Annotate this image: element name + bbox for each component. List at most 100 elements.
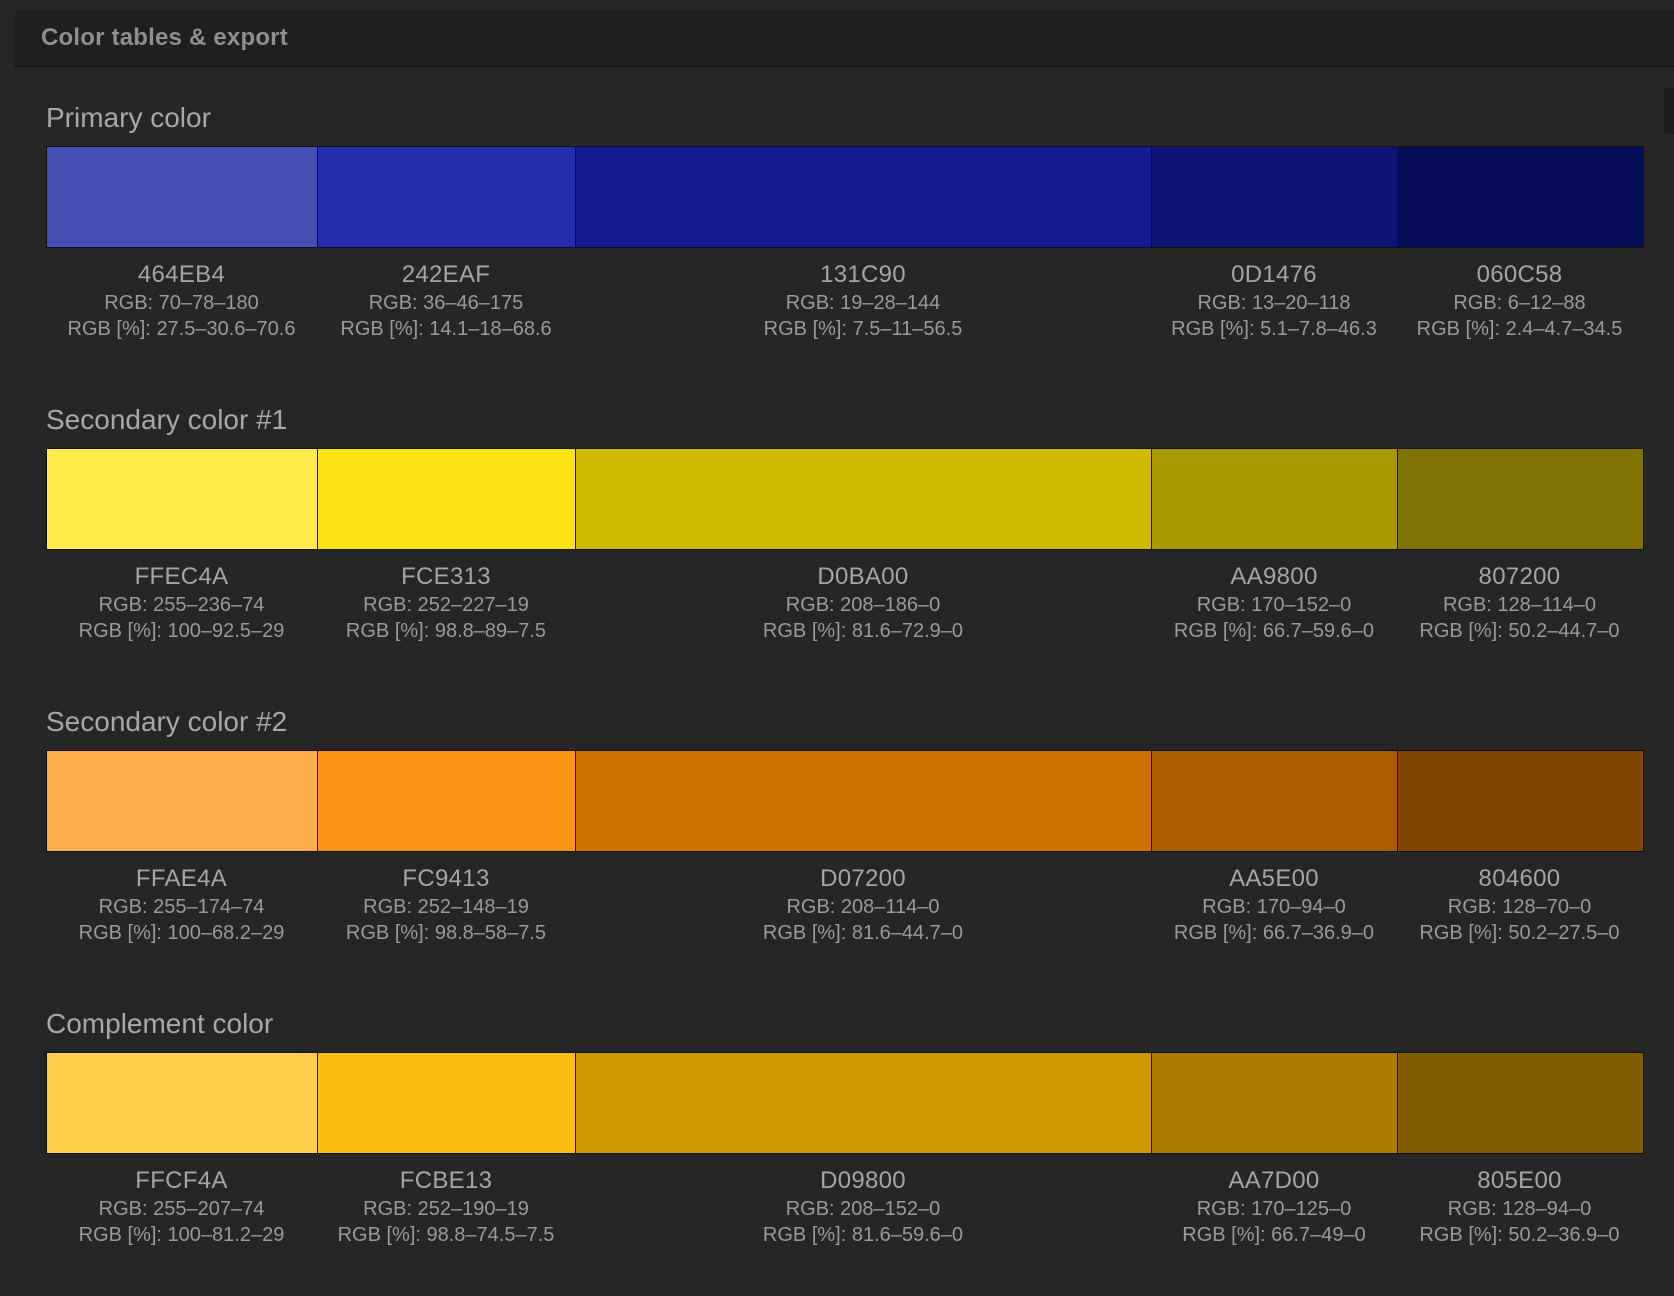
rgb-value: RGB: 36–46–175 <box>368 292 524 314</box>
hex-value[interactable]: AA5E00 <box>1229 865 1319 892</box>
hex-value[interactable]: D07200 <box>820 865 906 892</box>
swatch-labels: FFCF4A RGB: 255–207–74 RGB [%]: 100–81.2… <box>46 1166 1644 1248</box>
rgb-value: RGB: 252–148–19 <box>363 896 529 918</box>
panel-title: Color tables & export <box>41 24 288 51</box>
hex-value[interactable]: FCBE13 <box>399 1167 493 1194</box>
color-swatch[interactable] <box>1398 1053 1643 1153</box>
hex-value[interactable]: 804600 <box>1478 865 1561 892</box>
scrollbar-thumb[interactable] <box>1664 88 1674 134</box>
color-swatch[interactable] <box>1398 751 1643 851</box>
section-secondary-color-1: Secondary color #1 FFEC4A RGB: 255–236–7… <box>46 390 1644 692</box>
swatch-label: D07200 RGB: 208–114–0 RGB [%]: 81.6–44.7… <box>575 864 1151 946</box>
section-title: Secondary color #1 <box>46 404 288 435</box>
color-swatch[interactable] <box>576 147 1152 247</box>
rgb-value: RGB: 6–12–88 <box>1453 292 1586 314</box>
rgb-value: RGB: 170–94–0 <box>1202 896 1346 918</box>
hex-value[interactable]: 805E00 <box>1477 1167 1562 1194</box>
rgb-percent-value: RGB [%]: 5.1–7.8–46.3 <box>1171 318 1377 340</box>
rgb-percent-value: RGB [%]: 98.8–89–7.5 <box>345 620 547 642</box>
color-swatch[interactable] <box>47 449 318 549</box>
swatch-row <box>46 448 1644 550</box>
color-swatch[interactable] <box>47 751 318 851</box>
hex-value[interactable]: FFCF4A <box>135 1167 228 1194</box>
swatch-label: FFEC4A RGB: 255–236–74 RGB [%]: 100–92.5… <box>46 562 317 644</box>
swatch-label: 805E00 RGB: 128–94–0 RGB [%]: 50.2–36.9–… <box>1397 1166 1642 1248</box>
color-swatch[interactable] <box>47 1053 318 1153</box>
rgb-percent-value: RGB [%]: 81.6–44.7–0 <box>762 922 964 944</box>
rgb-value: RGB: 208–186–0 <box>785 594 941 616</box>
rgb-percent-value: RGB [%]: 98.8–58–7.5 <box>345 922 547 944</box>
swatch-row <box>46 1052 1644 1154</box>
rgb-value: RGB: 252–227–19 <box>363 594 529 616</box>
hex-value[interactable]: D09800 <box>820 1167 906 1194</box>
swatch-label: FFAE4A RGB: 255–174–74 RGB [%]: 100–68.2… <box>46 864 317 946</box>
rgb-percent-value: RGB [%]: 100–81.2–29 <box>78 1224 285 1246</box>
hex-value[interactable]: 242EAF <box>401 261 491 288</box>
rgb-percent-value: RGB [%]: 98.8–74.5–7.5 <box>337 1224 555 1246</box>
hex-value[interactable]: 464EB4 <box>137 261 226 288</box>
hex-value[interactable]: 807200 <box>1478 563 1561 590</box>
rgb-percent-value: RGB [%]: 7.5–11–56.5 <box>763 318 963 340</box>
color-swatch[interactable] <box>318 449 576 549</box>
hex-value[interactable]: 060C58 <box>1476 261 1563 288</box>
panel-header[interactable]: Color tables & export <box>14 10 1674 66</box>
rgb-value: RGB: 170–152–0 <box>1196 594 1352 616</box>
swatch-label: 0D1476 RGB: 13–20–118 RGB [%]: 5.1–7.8–4… <box>1151 260 1397 342</box>
swatch-labels: 464EB4 RGB: 70–78–180 RGB [%]: 27.5–30.6… <box>46 260 1644 342</box>
section-title: Secondary color #2 <box>46 706 288 737</box>
rgb-value: RGB: 70–78–180 <box>104 292 259 314</box>
color-swatch[interactable] <box>576 751 1152 851</box>
hex-value[interactable]: FFEC4A <box>134 563 229 590</box>
swatch-row <box>46 146 1644 248</box>
swatch-label: FC9413 RGB: 252–148–19 RGB [%]: 98.8–58–… <box>317 864 575 946</box>
swatch-label: AA5E00 RGB: 170–94–0 RGB [%]: 66.7–36.9–… <box>1151 864 1397 946</box>
rgb-value: RGB: 128–94–0 <box>1447 1198 1592 1220</box>
rgb-percent-value: RGB [%]: 66.7–49–0 <box>1182 1224 1366 1246</box>
hex-value[interactable]: FC9413 <box>402 865 490 892</box>
color-swatch[interactable] <box>1152 1053 1398 1153</box>
section-primary-color: Primary color 464EB4 RGB: 70–78–180 RGB … <box>46 88 1644 390</box>
swatch-label: FCE313 RGB: 252–227–19 RGB [%]: 98.8–89–… <box>317 562 575 644</box>
color-tables-window: Color tables & export Primary color 464E… <box>14 10 1674 1246</box>
swatch-label: AA7D00 RGB: 170–125–0 RGB [%]: 66.7–49–0 <box>1151 1166 1397 1248</box>
hex-value[interactable]: D0BA00 <box>817 563 909 590</box>
swatch-labels: FFAE4A RGB: 255–174–74 RGB [%]: 100–68.2… <box>46 864 1644 946</box>
section-title: Primary color <box>46 102 211 133</box>
hex-value[interactable]: AA9800 <box>1230 563 1318 590</box>
rgb-value: RGB: 13–20–118 <box>1197 292 1351 314</box>
color-swatch[interactable] <box>1152 449 1398 549</box>
color-swatch[interactable] <box>576 449 1152 549</box>
swatch-label: FCBE13 RGB: 252–190–19 RGB [%]: 98.8–74.… <box>317 1166 575 1248</box>
swatch-label: 131C90 RGB: 19–28–144 RGB [%]: 7.5–11–56… <box>575 260 1151 342</box>
rgb-value: RGB: 128–70–0 <box>1447 896 1592 918</box>
swatch-label: D09800 RGB: 208–152–0 RGB [%]: 81.6–59.6… <box>575 1166 1151 1248</box>
color-swatch[interactable] <box>1152 751 1398 851</box>
hex-value[interactable]: AA7D00 <box>1228 1167 1320 1194</box>
color-swatch[interactable] <box>1398 449 1643 549</box>
color-swatch[interactable] <box>1398 147 1643 247</box>
hex-value[interactable]: 0D1476 <box>1231 261 1317 288</box>
hex-value[interactable]: 131C90 <box>820 261 906 288</box>
color-swatch[interactable] <box>318 1053 576 1153</box>
section-complement-color: Complement color FFCF4A RGB: 255–207–74 … <box>46 994 1644 1296</box>
color-swatch[interactable] <box>576 1053 1152 1153</box>
rgb-percent-value: RGB [%]: 27.5–30.6–70.6 <box>67 318 296 340</box>
color-swatch[interactable] <box>47 147 318 247</box>
color-swatch[interactable] <box>318 751 576 851</box>
color-swatch[interactable] <box>318 147 576 247</box>
swatch-label: 804600 RGB: 128–70–0 RGB [%]: 50.2–27.5–… <box>1397 864 1642 946</box>
rgb-percent-value: RGB [%]: 66.7–36.9–0 <box>1173 922 1375 944</box>
swatch-row <box>46 750 1644 852</box>
rgb-percent-value: RGB [%]: 100–68.2–29 <box>78 922 285 944</box>
hex-value[interactable]: FCE313 <box>401 563 491 590</box>
swatch-labels: FFEC4A RGB: 255–236–74 RGB [%]: 100–92.5… <box>46 562 1644 644</box>
rgb-value: RGB: 252–190–19 <box>363 1198 529 1220</box>
rgb-percent-value: RGB [%]: 66.7–59.6–0 <box>1173 620 1375 642</box>
rgb-value: RGB: 208–114–0 <box>786 896 940 918</box>
hex-value[interactable]: FFAE4A <box>135 865 228 892</box>
section-title: Complement color <box>46 1008 274 1039</box>
swatch-label: FFCF4A RGB: 255–207–74 RGB [%]: 100–81.2… <box>46 1166 317 1248</box>
rgb-percent-value: RGB [%]: 50.2–36.9–0 <box>1419 1224 1620 1246</box>
color-swatch[interactable] <box>1152 147 1398 247</box>
rgb-percent-value: RGB [%]: 81.6–72.9–0 <box>762 620 964 642</box>
